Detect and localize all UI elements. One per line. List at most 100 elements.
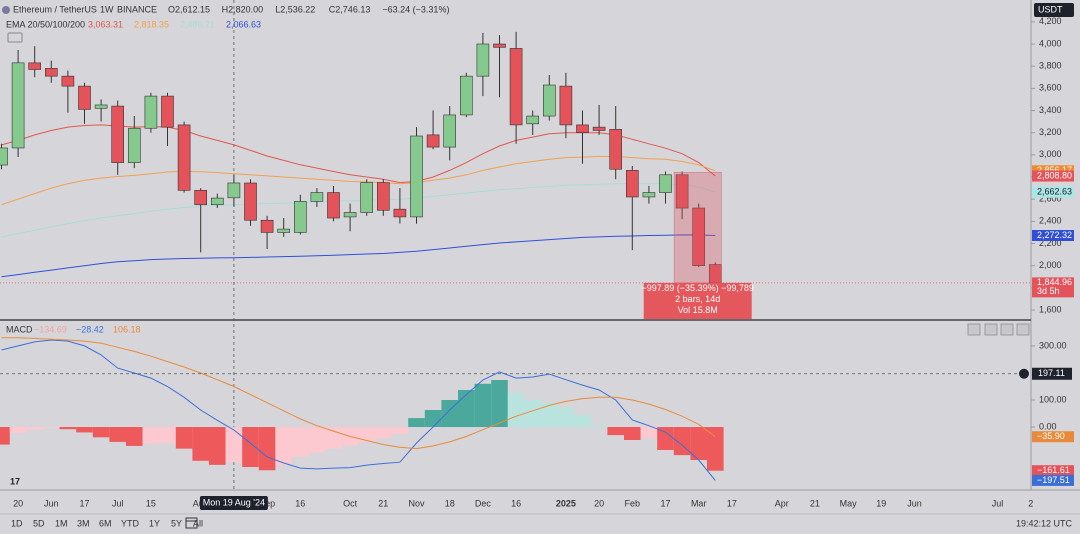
crosshair-value-box — [1032, 367, 1072, 380]
candle-body — [376, 182, 390, 211]
macd-histogram-bar — [707, 427, 724, 471]
collapse-button[interactable] — [7, 32, 23, 43]
macd-histogram-bar — [175, 427, 193, 449]
candle-body — [576, 124, 589, 133]
ema-value: 2,818.35 — [134, 19, 169, 29]
candle-body — [260, 219, 274, 233]
x-tick-label: Jun — [907, 498, 922, 508]
y-tick-label: 1,600 — [1039, 304, 1062, 314]
macd-histogram-bar — [640, 427, 658, 438]
x-tick-label: 19 — [876, 498, 886, 508]
macd-y-tick-label: 300.00 — [1039, 340, 1067, 350]
macd-histogram-bar — [0, 427, 10, 445]
candle-body — [493, 43, 506, 48]
macd-line — [1, 339, 716, 481]
ema-value: 3,063.31 — [88, 19, 123, 29]
pane-button[interactable] — [967, 323, 981, 336]
candle-body — [360, 182, 374, 213]
x-tick-label: 17 — [79, 498, 89, 508]
candle-body — [476, 43, 490, 77]
ohlc-value: O2,612.15 — [168, 4, 210, 14]
logo: 17 — [10, 476, 20, 486]
candle-body — [94, 104, 108, 109]
x-tick-label: 2 — [1028, 498, 1033, 508]
currency-box[interactable] — [1034, 3, 1074, 17]
macd-histogram-bar — [624, 427, 641, 440]
x-tick-label: Mar — [691, 498, 707, 508]
candle-body — [0, 147, 8, 166]
range-button[interactable]: YTD — [121, 518, 140, 528]
x-tick-label: Nov — [408, 498, 425, 508]
candle-body — [111, 105, 124, 163]
crosshair-value: 197.11 — [1038, 368, 1065, 378]
range-button[interactable]: 5D — [33, 518, 45, 528]
macd-label: −35.90 — [1037, 431, 1065, 441]
price-label: 2,856.17 — [1037, 165, 1072, 175]
macd-histogram-bar — [690, 427, 707, 460]
macd-histogram-bar — [657, 427, 674, 450]
x-tick-label: Oct — [343, 498, 358, 508]
x-tick-label: 17 — [727, 498, 737, 508]
macd-legend-value: 106.18 — [113, 324, 141, 334]
macd-histogram-bar — [458, 390, 475, 428]
macd-legend-value: −28.42 — [76, 324, 104, 334]
clock: 19:42:12 UTC — [1016, 518, 1073, 528]
candle-body — [144, 95, 158, 129]
candle-body — [11, 62, 25, 149]
y-tick-label: 4,200 — [1039, 16, 1062, 26]
pane-button[interactable] — [1000, 323, 1014, 336]
candle-body — [128, 127, 141, 163]
pane-button[interactable] — [984, 323, 998, 336]
macd-histogram-bar — [590, 425, 608, 428]
macd-histogram-bar — [209, 427, 226, 465]
ohlc-value: C2,746.13 — [329, 4, 371, 14]
range-button[interactable]: 1M — [55, 518, 68, 528]
candle-body — [327, 192, 340, 219]
range-button[interactable]: 5Y — [171, 518, 182, 528]
candle-body — [559, 85, 573, 126]
y-tick-label: 3,400 — [1039, 105, 1062, 115]
y-tick-label: 3,600 — [1039, 83, 1062, 93]
macd-histogram-bar — [524, 400, 541, 428]
range-button[interactable]: 3M — [77, 518, 90, 528]
price-label-box — [1032, 230, 1074, 242]
y-tick-label: 3,000 — [1039, 149, 1062, 159]
measure-label-box — [643, 282, 752, 319]
x-tick-label: 21 — [810, 498, 820, 508]
calendar-icon[interactable] — [185, 517, 198, 529]
price-label: 1,844.96 — [1037, 277, 1072, 287]
x-tick-label: 20 — [13, 498, 23, 508]
macd-histogram-bar — [92, 427, 110, 438]
ohlc-value: −63.24 (−3.31%) — [382, 4, 449, 14]
range-button[interactable]: 6M — [99, 518, 112, 528]
macd-label: −197.51 — [1037, 475, 1070, 485]
candle-body — [410, 135, 423, 218]
macd-histogram-bar — [574, 415, 591, 428]
macd-histogram-bar — [9, 427, 27, 433]
crosshair-date: Mon 19 Aug '24 — [203, 497, 265, 507]
x-tick-label: 20 — [594, 498, 604, 508]
price-label-sub: 3d 5h — [1037, 286, 1060, 296]
macd-histogram-bar — [76, 427, 93, 433]
candle-body — [44, 68, 58, 77]
macd-histogram-bar — [242, 427, 259, 468]
candle-body — [277, 228, 291, 233]
y-tick-label: 3,800 — [1039, 61, 1062, 71]
macd-histogram-bar — [225, 427, 243, 463]
macd-label-box — [1032, 465, 1074, 477]
pane-button[interactable] — [1016, 323, 1030, 336]
macd-label-box — [1032, 474, 1074, 486]
x-tick-label: May — [840, 498, 858, 508]
x-tick-label: 15 — [146, 498, 156, 508]
range-button[interactable]: All — [193, 518, 203, 528]
candle-body — [459, 75, 473, 116]
range-button[interactable]: 1D — [11, 518, 23, 528]
range-button[interactable]: 1Y — [149, 518, 160, 528]
x-tick-label: Feb — [625, 498, 641, 508]
macd-histogram-bar — [292, 427, 309, 457]
symbol-icon — [2, 6, 10, 14]
macd-histogram-bar — [43, 427, 60, 428]
macd-histogram-bar — [159, 427, 176, 443]
price-label-box — [1032, 170, 1074, 182]
macd-histogram-bar — [557, 408, 575, 428]
